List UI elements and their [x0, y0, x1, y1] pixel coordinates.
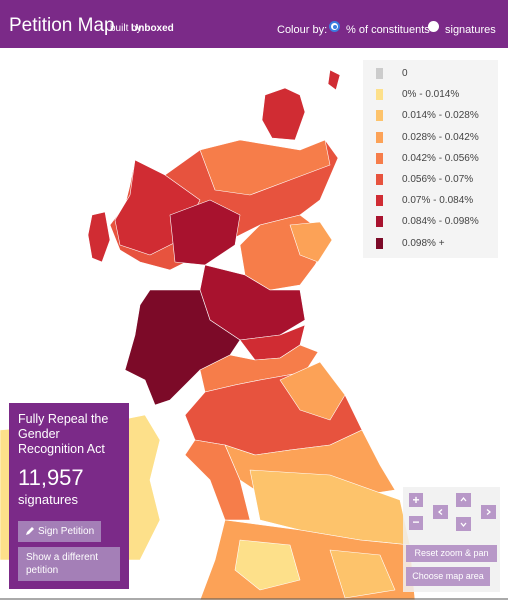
legend-label: 0.056% - 0.07%: [402, 174, 474, 185]
legend-item: 0% - 0.014%: [363, 88, 498, 102]
map-controls: + − Reset zoom & pan Choose map area: [403, 487, 500, 592]
map[interactable]: [0, 48, 508, 600]
zoom-in[interactable]: +: [409, 493, 423, 507]
sign-label: Sign Petition: [38, 526, 95, 537]
legend-item: 0.056% - 0.07%: [363, 173, 498, 187]
region[interactable]: [124, 289, 241, 406]
sign-button[interactable]: Sign Petition: [18, 521, 101, 542]
legend-swatch: [376, 68, 383, 79]
option-label[interactable]: % of constituents: [346, 24, 430, 36]
legend-swatch: [376, 89, 383, 101]
brand-link[interactable]: Unboxed: [131, 23, 174, 34]
app-title: Petition Map: [9, 15, 115, 36]
legend-swatch: [376, 110, 383, 122]
region[interactable]: [329, 549, 396, 599]
region[interactable]: [184, 439, 251, 521]
region[interactable]: [279, 361, 346, 421]
other-petition-button[interactable]: Show a different petition: [18, 547, 120, 581]
option-label[interactable]: signatures: [445, 24, 496, 36]
choose-area-button[interactable]: Choose map area: [406, 567, 490, 586]
legend-label: 0.07% - 0.084%: [402, 195, 474, 207]
legend-label: 0% - 0.014%: [402, 89, 460, 101]
legend-swatch: [376, 237, 383, 249]
legend: 0 0% - 0.014% 0.014% - 0.028% 0.028% - 0.04…: [363, 60, 498, 258]
legend-label: 0: [402, 68, 408, 79]
reset-button[interactable]: Reset zoom & pan: [406, 545, 497, 562]
legend-item: 0.014% - 0.028%: [363, 109, 498, 123]
region[interactable]: [327, 69, 341, 91]
pan-left[interactable]: [433, 505, 448, 519]
legend-item: 0: [363, 67, 498, 81]
pencil-icon: [26, 527, 34, 535]
region[interactable]: [234, 539, 301, 591]
legend-swatch: [376, 174, 383, 185]
pan-up[interactable]: [456, 493, 471, 507]
built-by: built by: [110, 23, 142, 34]
region[interactable]: [169, 199, 241, 266]
zoom-out[interactable]: −: [409, 516, 423, 530]
signature-unit: signatures: [18, 492, 78, 507]
legend-item: 0.042% - 0.056%: [363, 152, 498, 166]
legend-label: 0.042% - 0.056%: [402, 152, 479, 164]
region[interactable]: [199, 139, 331, 196]
legend-label: 0.084% - 0.098%: [402, 216, 479, 228]
legend-label: 0.014% - 0.028%: [402, 110, 479, 122]
legend-swatch: [376, 152, 383, 164]
legend-item: 0.028% - 0.042%: [363, 131, 498, 145]
petition-panel: Fully Repeal the Gender Recognition Act …: [9, 403, 129, 589]
region[interactable]: [87, 211, 111, 263]
colour-by-label: Colour by:: [277, 24, 328, 36]
header: Petition Map built by Unboxed Colour by:…: [0, 0, 508, 48]
legend-label: 0.098% +: [402, 237, 445, 249]
radio-percent[interactable]: [329, 21, 340, 32]
legend-label: 0.028% - 0.042%: [402, 131, 479, 143]
legend-item: 0.098% +: [363, 237, 498, 251]
region[interactable]: [289, 221, 333, 263]
petition-title[interactable]: Fully Repeal the Gender Recognition Act: [18, 412, 109, 456]
legend-swatch: [376, 216, 383, 228]
legend-item: 0.07% - 0.084%: [363, 194, 498, 208]
region[interactable]: [261, 87, 306, 141]
pan-down[interactable]: [456, 517, 471, 531]
pan-right[interactable]: [481, 505, 496, 519]
signature-count: 11,957: [18, 465, 84, 490]
legend-item: 0.084% - 0.098%: [363, 215, 498, 229]
legend-swatch: [376, 131, 383, 143]
legend-swatch: [376, 195, 383, 207]
radio-signatures[interactable]: [428, 21, 439, 32]
